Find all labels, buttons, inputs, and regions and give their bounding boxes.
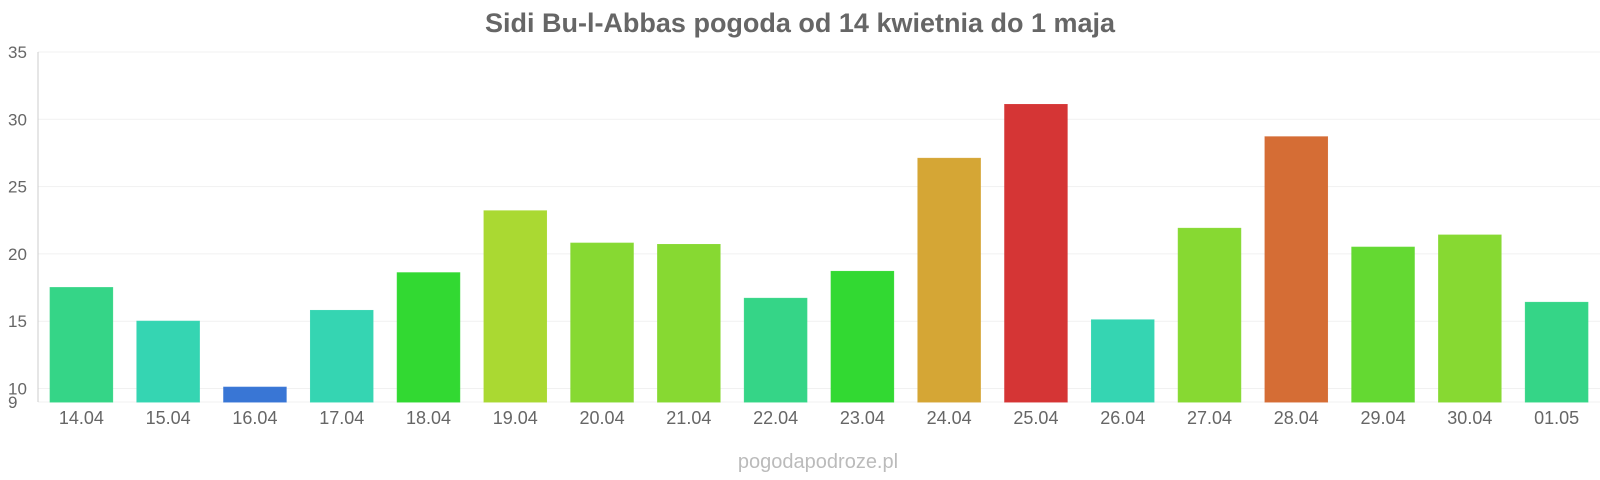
bar-24.04: [917, 157, 981, 403]
bar-15.04: [136, 320, 200, 403]
y-tick-label: 10: [8, 380, 27, 399]
watermark: pogodapodroze.pl: [738, 451, 898, 473]
bar-23.04: [830, 270, 895, 403]
bar-25.04: [1004, 104, 1068, 403]
x-tick-label: 23.04: [840, 408, 885, 428]
x-tick-label: 29.04: [1361, 408, 1406, 428]
x-tick-label: 22.04: [753, 408, 798, 428]
x-tick-label: 20.04: [580, 408, 625, 428]
x-tick-label: 26.04: [1100, 408, 1145, 428]
x-tick-label: 25.04: [1013, 408, 1058, 428]
bar-22.04: [743, 297, 808, 403]
grid-lines: [38, 51, 1600, 403]
x-tick-label: 14.04: [59, 408, 104, 428]
x-tick-label: 24.04: [927, 408, 972, 428]
y-axis-ticks: 910 15 20 25 30 35: [8, 43, 27, 412]
x-tick-label: 21.04: [666, 408, 711, 428]
bar-21.04: [657, 244, 721, 403]
bar-17.04: [309, 309, 374, 403]
x-tick-label: 19.04: [493, 408, 538, 428]
bar-18.04: [396, 272, 461, 403]
bar-16.04: [223, 386, 287, 403]
bar-26.04: [1090, 319, 1155, 403]
x-tick-label: 16.04: [232, 408, 277, 428]
x-tick-label: 30.04: [1447, 408, 1492, 428]
x-tick-label: 17.04: [319, 408, 364, 428]
x-tick-label: 18.04: [406, 408, 451, 428]
bar-19.04: [483, 210, 548, 403]
bar-27.04: [1177, 227, 1242, 403]
bar-14.04: [49, 287, 114, 403]
bar-29.04: [1351, 246, 1415, 403]
x-tick-label: 27.04: [1187, 408, 1232, 428]
y-tick-label: 25: [8, 178, 27, 197]
x-tick-label: 15.04: [146, 408, 191, 428]
chart-title: Sidi Bu-l-Abbas pogoda od 14 kwietnia do…: [485, 8, 1116, 38]
bar-28.04: [1264, 136, 1329, 403]
x-tick-label: 28.04: [1274, 408, 1319, 428]
bar-01.05: [1524, 301, 1589, 403]
x-axis-ticks: 14.04 15.04 16.04 17.04 18.04 19.04 20.04 21.04…: [59, 408, 1579, 428]
y-tick-label: 15: [8, 312, 27, 331]
y-tick-label: 9: [8, 393, 17, 412]
x-tick-label: 01.05: [1534, 408, 1579, 428]
bar-30.04: [1438, 234, 1502, 403]
y-tick-label: 20: [8, 245, 27, 264]
y-tick-label: 30: [8, 110, 27, 129]
bars: [49, 104, 1589, 403]
y-tick-label: 35: [8, 43, 27, 62]
bar-20.04: [570, 242, 634, 403]
